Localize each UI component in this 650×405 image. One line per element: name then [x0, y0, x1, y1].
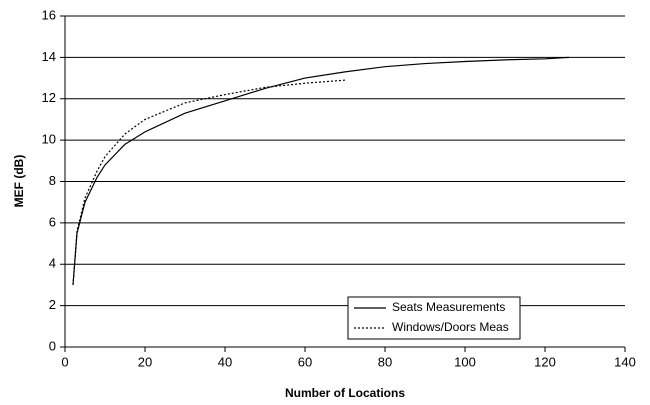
- x-tick-label: 20: [138, 354, 152, 369]
- y-tick-label: 2: [49, 297, 56, 312]
- y-tick-label: 8: [49, 173, 56, 188]
- x-tick-label: 40: [218, 354, 232, 369]
- series-line: [72, 79, 346, 285]
- x-tick-label: 100: [454, 354, 476, 369]
- x-tick-label: 80: [378, 354, 392, 369]
- y-tick-label: 16: [42, 7, 56, 22]
- y-axis-title: MEF (dB): [12, 155, 26, 208]
- y-tick-label: 12: [42, 90, 56, 105]
- x-tick-label: 120: [534, 354, 556, 369]
- series-line: [72, 56, 570, 285]
- x-tick-label: 140: [614, 354, 636, 369]
- x-axis-title: Number of Locations: [285, 386, 405, 400]
- y-tick-label: 4: [49, 256, 56, 271]
- y-tick-label: 10: [42, 132, 56, 147]
- legend-label: Seats Measurements: [392, 300, 505, 314]
- x-tick-label: 0: [61, 354, 68, 369]
- legend-box: [347, 296, 521, 340]
- y-tick-label: 6: [49, 214, 56, 229]
- y-tick-label: 0: [49, 338, 56, 353]
- x-tick-label: 60: [298, 354, 312, 369]
- legend-label: Windows/Doors Meas: [392, 320, 509, 334]
- y-tick-label: 14: [42, 49, 56, 64]
